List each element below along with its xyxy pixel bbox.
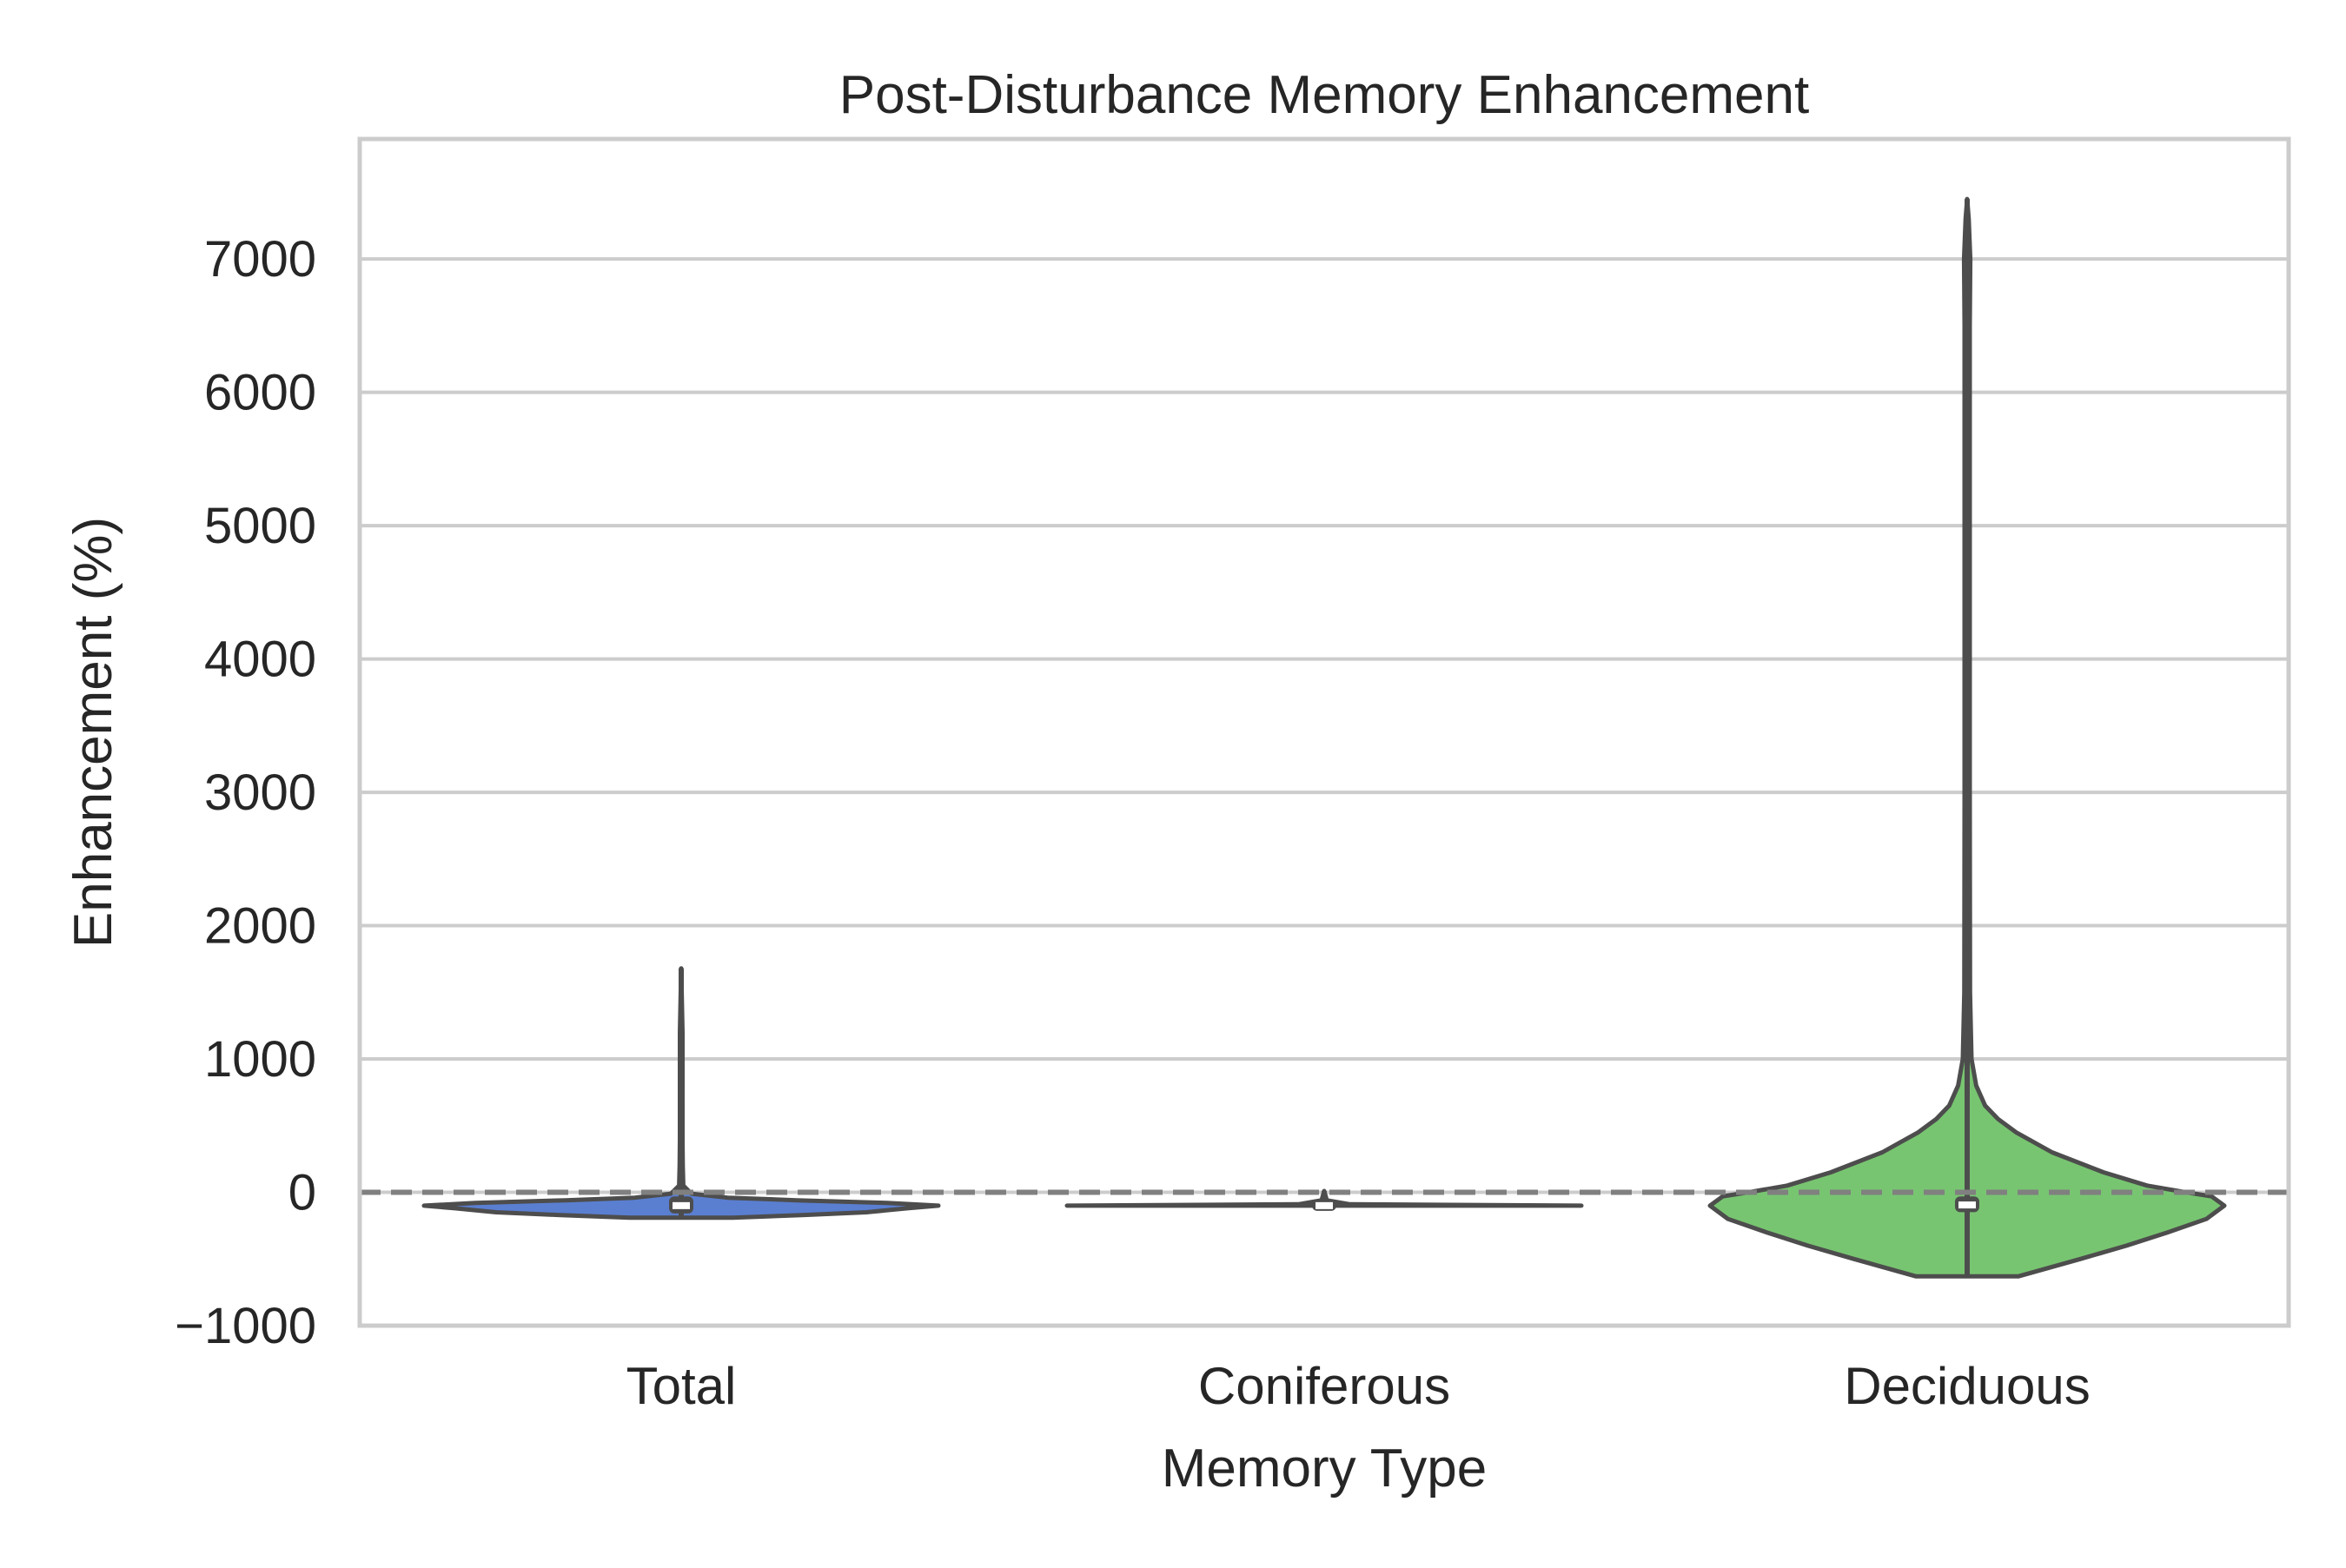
x-tick-label: Deciduous — [1844, 1357, 2091, 1415]
y-tick-label: 3000 — [204, 764, 316, 821]
y-tick-label: 0 — [288, 1165, 316, 1221]
violin-median-deciduous — [1958, 1201, 1976, 1209]
y-tick-label: 6000 — [204, 365, 316, 421]
y-axis-label: Enhancement (%) — [63, 517, 123, 948]
tick-layer: −1000 0 1000 2000 3000 4000 5000 6000 7000 Total C… — [175, 231, 2091, 1415]
y-tick-label: 7000 — [204, 231, 316, 288]
y-tick-label: −1000 — [175, 1298, 316, 1354]
y-tick-label: 2000 — [204, 898, 316, 955]
violin-layer — [421, 196, 2227, 1279]
x-tick-label: Total — [626, 1357, 737, 1415]
chart-title: Post-Disturbance Memory Enhancement — [839, 65, 1809, 125]
violin-median-coniferous — [1315, 1201, 1333, 1209]
y-tick-label: 4000 — [204, 632, 316, 688]
plot-area-frame — [357, 136, 2291, 1328]
y-tick-label: 1000 — [204, 1031, 316, 1088]
violin-median-total — [673, 1201, 690, 1209]
y-tick-label: 5000 — [204, 498, 316, 554]
x-tick-label: Coniferous — [1198, 1357, 1450, 1415]
x-axis-label: Memory Type — [1162, 1439, 1487, 1499]
